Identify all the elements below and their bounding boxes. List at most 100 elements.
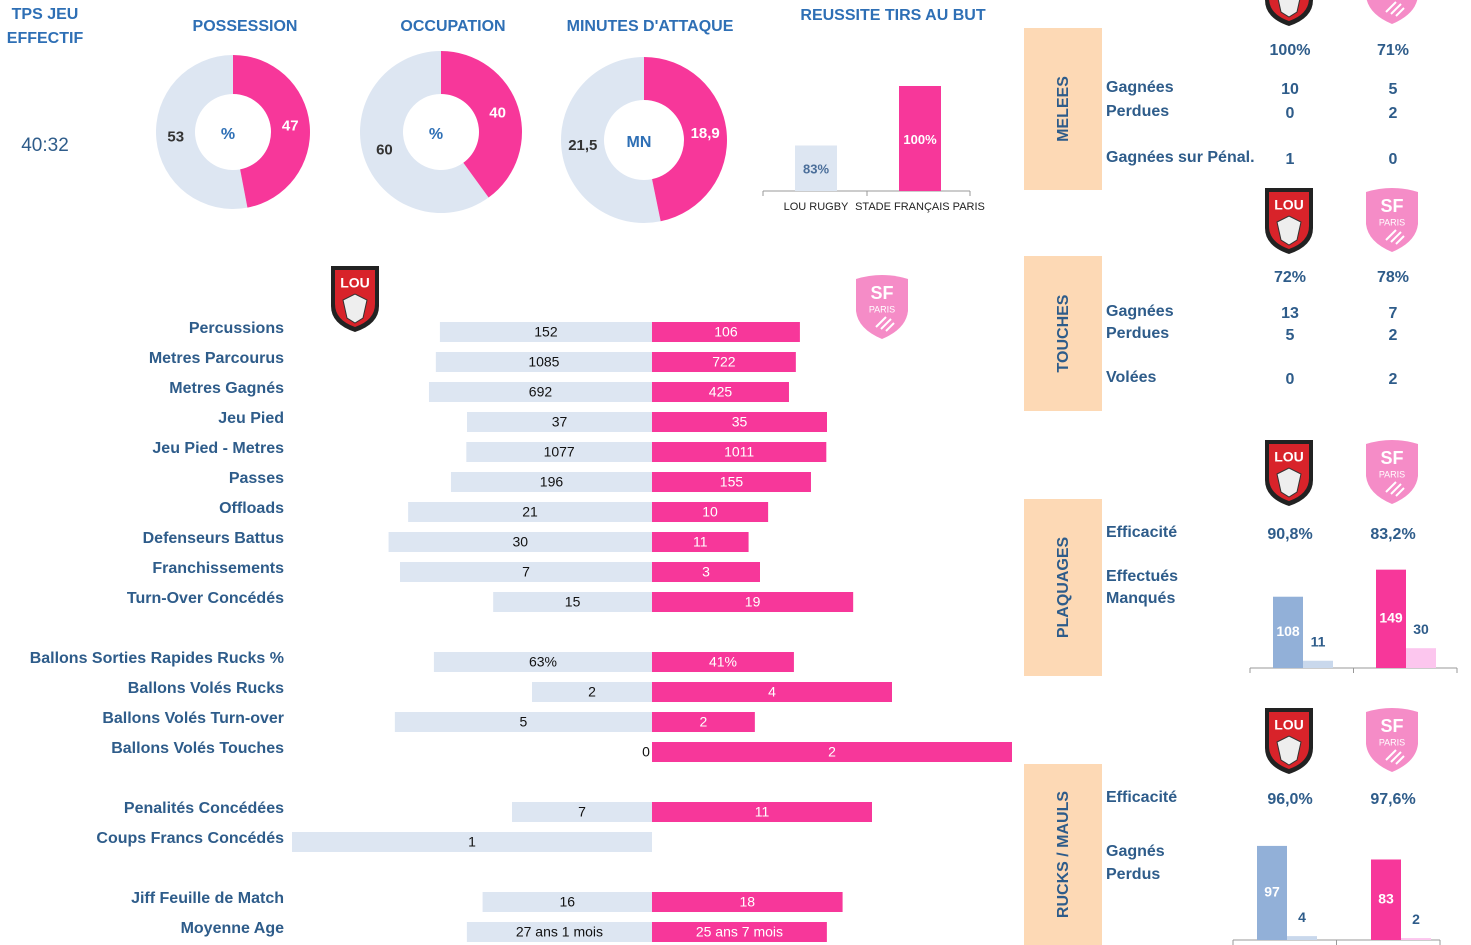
panel-title: PLAQUAGES xyxy=(1055,537,1072,639)
panel-row-label: Gagnées sur Pénal. xyxy=(1106,149,1255,166)
bar xyxy=(467,412,652,432)
lou-logo: LOU xyxy=(1265,440,1313,506)
bar xyxy=(1257,845,1287,940)
logo-shield xyxy=(856,275,908,339)
panel-value: 0 xyxy=(1286,105,1295,122)
donut-label: 53 xyxy=(167,128,184,145)
panel-band xyxy=(1024,764,1102,945)
bar-label: 5 xyxy=(520,714,528,730)
bar xyxy=(1303,660,1333,668)
logo-claw xyxy=(1385,229,1405,245)
panel-value: 2 xyxy=(1389,371,1398,388)
donut-title: MINUTES D'ATTAQUE xyxy=(567,18,734,35)
panel-value: 0 xyxy=(1286,371,1295,388)
bar xyxy=(1273,596,1303,668)
panel-value: 2 xyxy=(1389,327,1398,344)
panel-row-label: Effectués xyxy=(1106,568,1178,585)
logo-shield xyxy=(1366,708,1418,772)
bar-label: 11 xyxy=(755,804,770,820)
bar xyxy=(652,712,755,732)
bar-label: 18 xyxy=(740,894,756,910)
bar xyxy=(652,532,749,552)
bar xyxy=(433,652,652,672)
panel-value: 83,2% xyxy=(1370,526,1415,543)
panel-value: 90,8% xyxy=(1267,526,1312,543)
bar-label: 149 xyxy=(1379,610,1403,626)
bar-label: 19 xyxy=(745,594,761,610)
panel-value: 5 xyxy=(1286,327,1295,344)
bar xyxy=(292,832,652,852)
donut-unit: % xyxy=(429,126,443,143)
bar xyxy=(435,352,652,372)
lou-logo: LOU xyxy=(331,266,379,332)
stat-label: Defenseurs Battus xyxy=(143,530,284,547)
logo-text: LOU xyxy=(1274,717,1304,733)
panel-pct: 100% xyxy=(1270,42,1311,59)
bar-label: 11 xyxy=(693,534,708,550)
stat-label: Jeu Pied xyxy=(218,410,284,427)
stat-label: Percussions xyxy=(189,320,284,337)
stat-label: Metres Parcourus xyxy=(149,350,284,367)
donut-segment xyxy=(359,51,489,213)
bar xyxy=(652,682,892,702)
panel-pct: 78% xyxy=(1377,269,1409,286)
bar xyxy=(1371,859,1401,940)
stat-label: Ballons Volés Rucks xyxy=(128,680,284,697)
panel-row-label: Gagnés xyxy=(1106,843,1165,860)
logo-wolf xyxy=(342,293,368,324)
logo-text: PARIS xyxy=(1379,217,1405,227)
panel-band xyxy=(1024,499,1102,676)
panel-value: 2 xyxy=(1389,105,1398,122)
logo-text: PARIS xyxy=(1379,469,1405,479)
donut-title: POSSESSION xyxy=(193,18,298,35)
panel-title: TOUCHES xyxy=(1055,294,1072,372)
bar-label: 108 xyxy=(1276,623,1300,639)
logo-text: SF xyxy=(1380,448,1403,468)
stat-label: Turn-Over Concédés xyxy=(127,590,284,607)
logo-claw xyxy=(1385,1,1405,17)
panel-value: 5 xyxy=(1389,81,1398,98)
category-label: LOU RUGBY xyxy=(784,201,849,213)
bar-label: 37 xyxy=(552,414,568,430)
bar-label: 10 xyxy=(702,504,718,520)
panel-row-label: Gagnées xyxy=(1106,79,1174,96)
panel-value: 97,6% xyxy=(1370,791,1415,808)
logo-shield xyxy=(1366,440,1418,504)
bar-label: 1085 xyxy=(528,354,559,370)
logo-text: SF xyxy=(870,283,893,303)
donut-label: 40 xyxy=(489,105,506,122)
bar-label: 63% xyxy=(529,654,557,670)
bar-label: 0 xyxy=(642,744,650,760)
logo-wolf xyxy=(1276,467,1302,498)
stat-label: Passes xyxy=(229,470,284,487)
donut-label: 21,5 xyxy=(568,137,597,154)
bar xyxy=(652,412,827,432)
bar-label: 1077 xyxy=(544,444,575,460)
chart-title: REUSSITE TIRS AU BUT xyxy=(800,7,985,24)
panel-row-label: Volées xyxy=(1106,369,1157,386)
bar xyxy=(428,382,652,402)
bar xyxy=(652,592,854,612)
bar xyxy=(652,892,843,912)
bar xyxy=(450,472,652,492)
bar xyxy=(439,322,652,342)
bar xyxy=(1406,648,1436,668)
bar xyxy=(652,322,800,342)
donut-title: OCCUPATION xyxy=(400,18,505,35)
panel-band xyxy=(1024,28,1102,190)
bar-label: 100% xyxy=(903,132,937,147)
tps-title: EFFECTIF xyxy=(7,30,84,47)
bar-label: 2 xyxy=(700,714,708,730)
bar-label: 3 xyxy=(702,564,710,580)
bar-label: 2 xyxy=(588,684,596,700)
donut-segment xyxy=(561,57,661,223)
panel-band xyxy=(1024,256,1102,411)
bar-label: 4 xyxy=(1298,909,1306,925)
panel-row-label: Efficacité xyxy=(1106,789,1177,806)
bar xyxy=(652,382,789,402)
donut-unit: % xyxy=(221,126,235,143)
panel-pct: 71% xyxy=(1377,42,1409,59)
